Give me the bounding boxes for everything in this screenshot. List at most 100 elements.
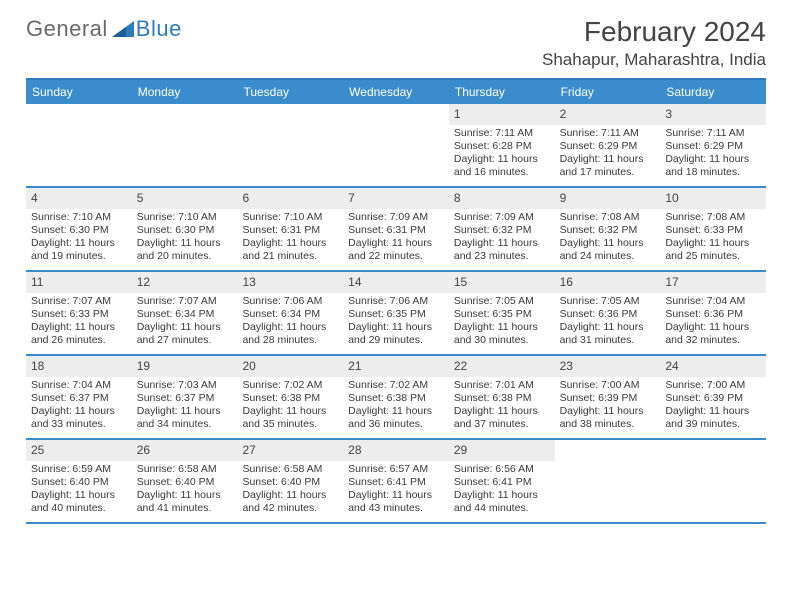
cell-line-sunset: Sunset: 6:39 PM <box>665 392 761 405</box>
cell-body: Sunrise: 7:03 AMSunset: 6:37 PMDaylight:… <box>132 377 238 438</box>
cell-body: Sunrise: 7:10 AMSunset: 6:30 PMDaylight:… <box>26 209 132 270</box>
cell-line-sunset: Sunset: 6:38 PM <box>454 392 550 405</box>
cell-line-sunset: Sunset: 6:31 PM <box>348 224 444 237</box>
cell-line-sunset: Sunset: 6:37 PM <box>31 392 127 405</box>
cell-date-number: 11 <box>26 272 132 293</box>
cell-line-day2: and 37 minutes. <box>454 418 550 431</box>
cell-line-sunset: Sunset: 6:34 PM <box>137 308 233 321</box>
cell-line-sunrise: Sunrise: 7:00 AM <box>665 379 761 392</box>
cell-date-number: 27 <box>237 440 343 461</box>
cell-body: Sunrise: 6:56 AMSunset: 6:41 PMDaylight:… <box>449 461 555 522</box>
cell-line-sunrise: Sunrise: 7:09 AM <box>454 211 550 224</box>
cell-line-day2: and 18 minutes. <box>665 166 761 179</box>
cell-body: Sunrise: 7:02 AMSunset: 6:38 PMDaylight:… <box>343 377 449 438</box>
cell-line-sunset: Sunset: 6:36 PM <box>665 308 761 321</box>
cell-line-day1: Daylight: 11 hours <box>665 405 761 418</box>
cell-line-day1: Daylight: 11 hours <box>560 405 656 418</box>
calendar-week: 25Sunrise: 6:59 AMSunset: 6:40 PMDayligh… <box>26 440 766 524</box>
cell-date-number: 20 <box>237 356 343 377</box>
cell-body: Sunrise: 7:05 AMSunset: 6:36 PMDaylight:… <box>555 293 661 354</box>
calendar-cell: 2Sunrise: 7:11 AMSunset: 6:29 PMDaylight… <box>555 104 661 186</box>
calendar-cell: . <box>132 104 238 186</box>
cell-line-day2: and 26 minutes. <box>31 334 127 347</box>
cell-line-sunset: Sunset: 6:40 PM <box>242 476 338 489</box>
title-block: February 2024 Shahapur, Maharashtra, Ind… <box>542 16 766 70</box>
cell-line-day2: and 41 minutes. <box>137 502 233 515</box>
cell-date-number: 17 <box>660 272 766 293</box>
cell-body: Sunrise: 7:02 AMSunset: 6:38 PMDaylight:… <box>237 377 343 438</box>
dayname-wednesday: Wednesday <box>343 80 449 104</box>
calendar-cell: 8Sunrise: 7:09 AMSunset: 6:32 PMDaylight… <box>449 188 555 270</box>
cell-date-number: 12 <box>132 272 238 293</box>
cell-line-day2: and 21 minutes. <box>242 250 338 263</box>
cell-line-day1: Daylight: 11 hours <box>137 489 233 502</box>
header: General Blue February 2024 Shahapur, Mah… <box>26 16 766 70</box>
calendar-cell: 15Sunrise: 7:05 AMSunset: 6:35 PMDayligh… <box>449 272 555 354</box>
dayname-sunday: Sunday <box>26 80 132 104</box>
dayname-monday: Monday <box>132 80 238 104</box>
cell-line-sunrise: Sunrise: 7:10 AM <box>137 211 233 224</box>
location-subtitle: Shahapur, Maharashtra, India <box>542 50 766 70</box>
cell-line-sunrise: Sunrise: 6:58 AM <box>242 463 338 476</box>
calendar-cell: 13Sunrise: 7:06 AMSunset: 6:34 PMDayligh… <box>237 272 343 354</box>
cell-line-sunset: Sunset: 6:30 PM <box>137 224 233 237</box>
cell-date-number: 22 <box>449 356 555 377</box>
cell-line-sunrise: Sunrise: 7:07 AM <box>137 295 233 308</box>
cell-line-sunrise: Sunrise: 7:08 AM <box>665 211 761 224</box>
cell-line-sunset: Sunset: 6:35 PM <box>454 308 550 321</box>
cell-date-number: 26 <box>132 440 238 461</box>
cell-line-day2: and 40 minutes. <box>31 502 127 515</box>
calendar-cell: 4Sunrise: 7:10 AMSunset: 6:30 PMDaylight… <box>26 188 132 270</box>
cell-line-sunrise: Sunrise: 7:03 AM <box>137 379 233 392</box>
cell-body: Sunrise: 7:11 AMSunset: 6:29 PMDaylight:… <box>660 125 766 186</box>
cell-line-day2: and 44 minutes. <box>454 502 550 515</box>
calendar-cell: . <box>660 440 766 522</box>
cell-line-day1: Daylight: 11 hours <box>560 321 656 334</box>
cell-line-sunset: Sunset: 6:41 PM <box>348 476 444 489</box>
calendar-cell: 27Sunrise: 6:58 AMSunset: 6:40 PMDayligh… <box>237 440 343 522</box>
cell-line-day1: Daylight: 11 hours <box>137 405 233 418</box>
cell-date-number: 15 <box>449 272 555 293</box>
calendar-page: General Blue February 2024 Shahapur, Mah… <box>0 0 792 534</box>
cell-line-sunset: Sunset: 6:32 PM <box>454 224 550 237</box>
cell-date-number: 6 <box>237 188 343 209</box>
cell-line-day2: and 39 minutes. <box>665 418 761 431</box>
cell-body: Sunrise: 7:09 AMSunset: 6:32 PMDaylight:… <box>449 209 555 270</box>
cell-line-day2: and 34 minutes. <box>137 418 233 431</box>
brand-triangle-icon <box>112 21 134 37</box>
cell-body: Sunrise: 7:00 AMSunset: 6:39 PMDaylight:… <box>660 377 766 438</box>
cell-line-sunset: Sunset: 6:37 PM <box>137 392 233 405</box>
cell-body: Sunrise: 7:01 AMSunset: 6:38 PMDaylight:… <box>449 377 555 438</box>
cell-date-number: 7 <box>343 188 449 209</box>
calendar-week: 18Sunrise: 7:04 AMSunset: 6:37 PMDayligh… <box>26 356 766 440</box>
cell-line-sunset: Sunset: 6:33 PM <box>31 308 127 321</box>
cell-line-day1: Daylight: 11 hours <box>31 405 127 418</box>
cell-date-number: 24 <box>660 356 766 377</box>
cell-date-number: 18 <box>26 356 132 377</box>
calendar-cell: 14Sunrise: 7:06 AMSunset: 6:35 PMDayligh… <box>343 272 449 354</box>
calendar-cell: 20Sunrise: 7:02 AMSunset: 6:38 PMDayligh… <box>237 356 343 438</box>
cell-body: Sunrise: 6:59 AMSunset: 6:40 PMDaylight:… <box>26 461 132 522</box>
cell-line-day1: Daylight: 11 hours <box>137 321 233 334</box>
cell-line-day2: and 24 minutes. <box>560 250 656 263</box>
cell-line-sunset: Sunset: 6:30 PM <box>31 224 127 237</box>
cell-date-number: 28 <box>343 440 449 461</box>
cell-line-day2: and 38 minutes. <box>560 418 656 431</box>
calendar-cell: 7Sunrise: 7:09 AMSunset: 6:31 PMDaylight… <box>343 188 449 270</box>
cell-line-sunset: Sunset: 6:33 PM <box>665 224 761 237</box>
dayname-tuesday: Tuesday <box>237 80 343 104</box>
page-title: February 2024 <box>542 16 766 48</box>
calendar-cell: 25Sunrise: 6:59 AMSunset: 6:40 PMDayligh… <box>26 440 132 522</box>
cell-line-day1: Daylight: 11 hours <box>665 321 761 334</box>
cell-line-day1: Daylight: 11 hours <box>137 237 233 250</box>
calendar-cell: . <box>555 440 661 522</box>
cell-line-sunset: Sunset: 6:34 PM <box>242 308 338 321</box>
cell-line-day1: Daylight: 11 hours <box>31 321 127 334</box>
cell-line-sunrise: Sunrise: 7:07 AM <box>31 295 127 308</box>
cell-date-number: 25 <box>26 440 132 461</box>
cell-line-day2: and 19 minutes. <box>31 250 127 263</box>
weeks-container: ....1Sunrise: 7:11 AMSunset: 6:28 PMDayl… <box>26 104 766 524</box>
cell-line-day1: Daylight: 11 hours <box>31 489 127 502</box>
cell-line-sunset: Sunset: 6:40 PM <box>137 476 233 489</box>
cell-line-day2: and 36 minutes. <box>348 418 444 431</box>
